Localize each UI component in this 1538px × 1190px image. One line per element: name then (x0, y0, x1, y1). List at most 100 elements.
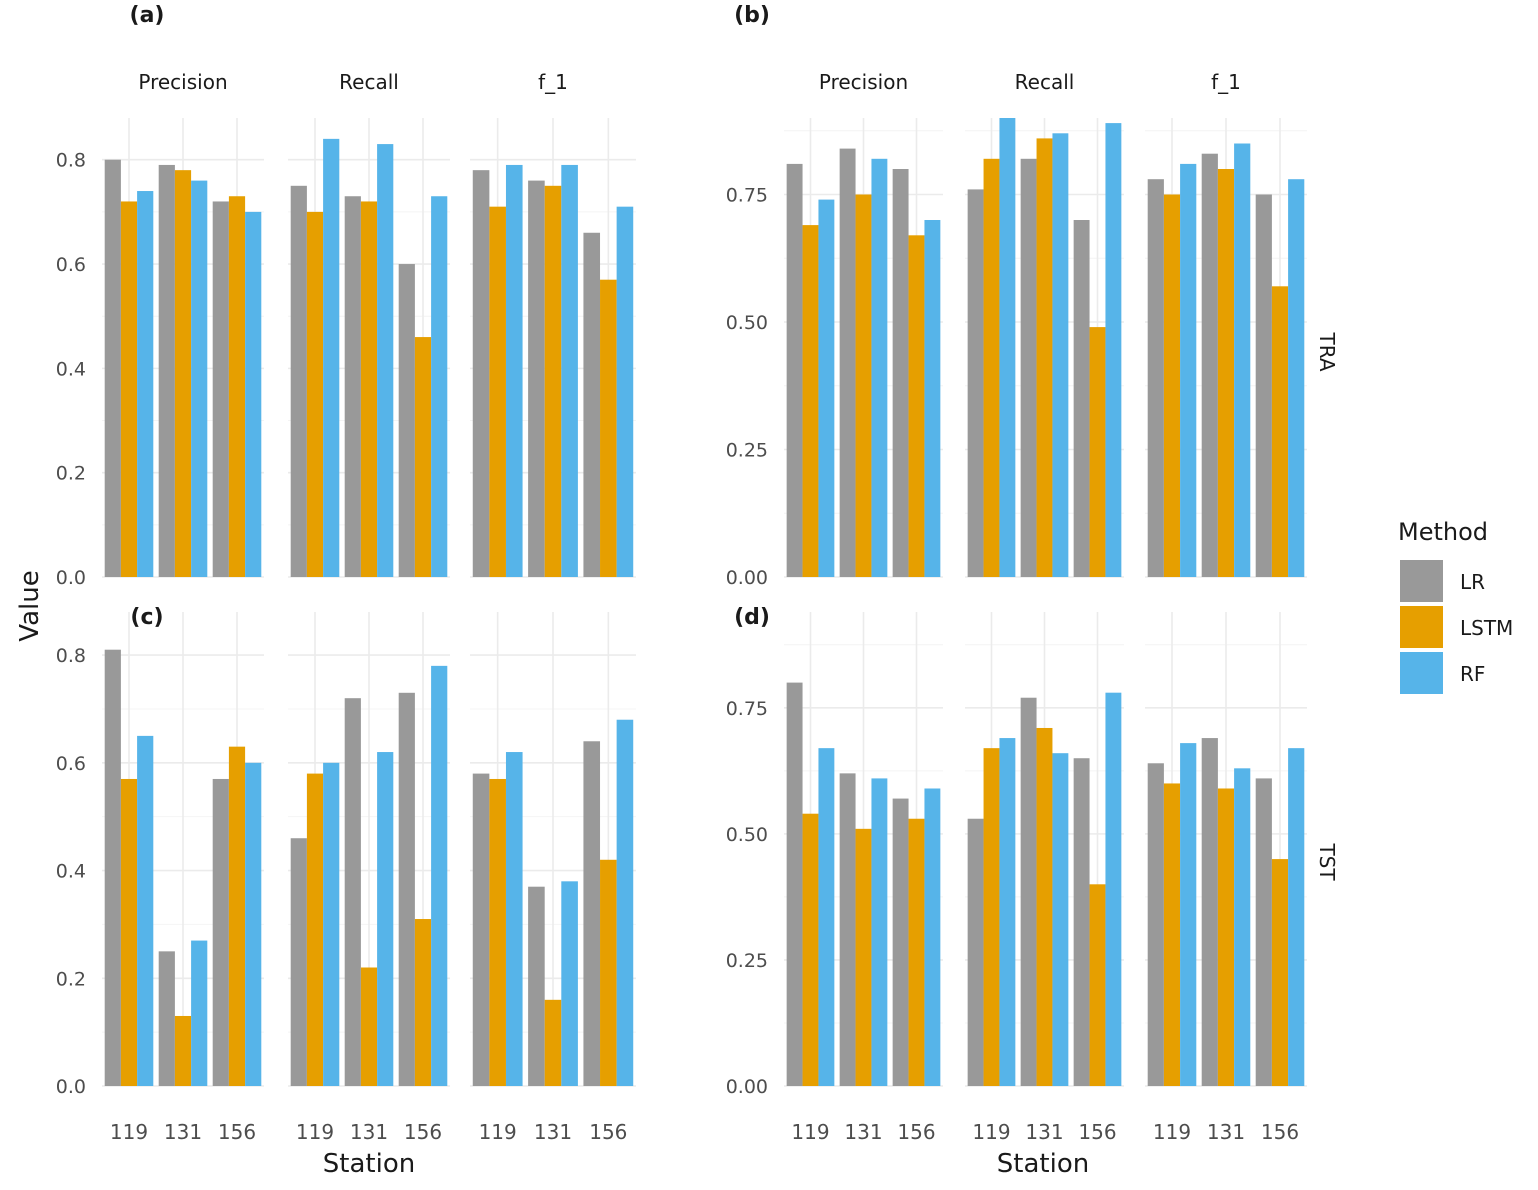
bar-rf-131 (191, 180, 208, 577)
panel-label: (d) (734, 605, 770, 630)
bar-rf-119 (505, 752, 523, 1086)
y-tick-label: 0.6 (56, 254, 86, 276)
bar-lstm-131 (1217, 788, 1235, 1086)
bar-lr-156 (1255, 778, 1272, 1086)
y-tick-label: 0.8 (56, 150, 86, 172)
bar-lr-156 (398, 692, 415, 1086)
bar-lr-156 (892, 169, 909, 577)
bar-lstm-156 (600, 279, 617, 577)
panel-label: (c) (130, 605, 163, 630)
facet-precision: Precision (784, 70, 943, 578)
bar-rf-131 (191, 940, 208, 1086)
y-tick-label: 0.00 (726, 567, 768, 589)
bar-rf-156 (924, 220, 941, 577)
bar-lstm-156 (908, 235, 925, 578)
bar-lr-156 (1255, 194, 1272, 577)
x-axis-title-right: Station (997, 1149, 1089, 1179)
bar-lr-119 (967, 189, 984, 577)
bar-lstm-131 (544, 999, 562, 1086)
facet-f-1: f_1 (1145, 70, 1307, 578)
bar-lr-131 (344, 196, 361, 577)
bar-lstm-131 (174, 1015, 192, 1086)
y-tick-label: 0.00 (726, 1076, 768, 1098)
bar-lr-156 (1073, 758, 1090, 1086)
legend-label-lstm: LSTM (1460, 616, 1513, 640)
bar-lstm-156 (414, 919, 432, 1086)
y-tick-label: 0.2 (56, 968, 86, 990)
x-tick-label: 131 (844, 1120, 882, 1144)
x-tick-label: 156 (897, 1120, 935, 1144)
bar-rf-119 (137, 191, 154, 578)
bar-rf-119 (999, 738, 1016, 1086)
y-tick-label: 0.4 (56, 861, 86, 883)
facet-strip-title: f_1 (1211, 70, 1241, 94)
bar-lr-119 (786, 682, 803, 1086)
bar-rf-131 (1052, 133, 1069, 578)
bar-rf-156 (1288, 748, 1305, 1086)
bar-rf-131 (561, 164, 578, 577)
bar-lr-119 (104, 649, 121, 1086)
bar-lstm-131 (174, 170, 192, 577)
bar-lr-156 (1073, 220, 1090, 577)
legend-label-lr: LR (1460, 570, 1485, 594)
facet-f-1: 119 131 156 (470, 612, 636, 1144)
facet-precision: Precision (102, 70, 264, 578)
bar-lr-119 (1147, 179, 1164, 577)
row-strip-tra: TRA (1315, 332, 1339, 372)
bar-lr-131 (1020, 697, 1037, 1086)
bar-lr-131 (528, 886, 545, 1086)
bar-rf-119 (818, 199, 835, 577)
bar-rf-119 (1180, 163, 1197, 577)
bar-lstm-156 (1271, 286, 1289, 577)
bar-lr-131 (528, 180, 545, 577)
bar-rf-119 (818, 748, 835, 1086)
facet-strip-title: Recall (339, 70, 399, 94)
row-strip-tst: TST (1315, 842, 1339, 881)
bar-lstm-156 (600, 859, 617, 1086)
y-tick-label: 0.50 (726, 824, 768, 846)
bar-lstm-131 (1036, 727, 1053, 1086)
y-tick-label: 0.0 (56, 1076, 86, 1098)
bar-rf-131 (377, 144, 394, 578)
bar-rf-156 (245, 211, 262, 578)
bar-rf-131 (377, 752, 394, 1086)
bar-lstm-119 (306, 773, 324, 1086)
y-tick-label: 0.25 (726, 440, 768, 462)
bar-rf-131 (561, 881, 578, 1086)
legend-key-lr (1400, 560, 1443, 602)
x-tick-label: 119 (296, 1120, 334, 1144)
bar-lr-156 (398, 264, 415, 577)
facet-recall: Recall (965, 70, 1124, 578)
bar-lstm-119 (306, 211, 324, 578)
bar-rf-156 (924, 788, 941, 1086)
legend-key-lstm (1400, 606, 1443, 648)
bar-lr-156 (212, 201, 229, 578)
panel-b: (b) 0.00 0.25 0.50 0.75 Precision Recall f_1 (726, 3, 1307, 589)
x-tick-label: 119 (791, 1120, 829, 1144)
x-tick-label: 156 (1261, 1120, 1299, 1144)
facet-recall: 119 131 156 (288, 612, 450, 1144)
bar-lstm-156 (1271, 859, 1289, 1086)
facet-f-1: f_1 (470, 70, 636, 578)
y-tick-label: 0.75 (726, 698, 768, 720)
bar-rf-156 (1105, 123, 1122, 577)
bar-lr-119 (967, 818, 984, 1086)
bar-rf-119 (323, 762, 340, 1086)
bar-lstm-131 (544, 185, 562, 577)
x-tick-label: 131 (534, 1120, 572, 1144)
bar-lr-156 (583, 741, 601, 1086)
bar-rf-131 (1234, 143, 1251, 577)
y-tick-label: 0.8 (56, 645, 86, 667)
bar-rf-156 (431, 196, 448, 577)
x-tick-label: 119 (1153, 1120, 1191, 1144)
bar-rf-119 (505, 164, 523, 577)
bar-rf-156 (1288, 179, 1305, 577)
bar-rf-119 (323, 138, 340, 577)
bar-lr-131 (1020, 158, 1037, 578)
bar-rf-131 (1234, 768, 1251, 1086)
x-tick-label: 119 (110, 1120, 148, 1144)
